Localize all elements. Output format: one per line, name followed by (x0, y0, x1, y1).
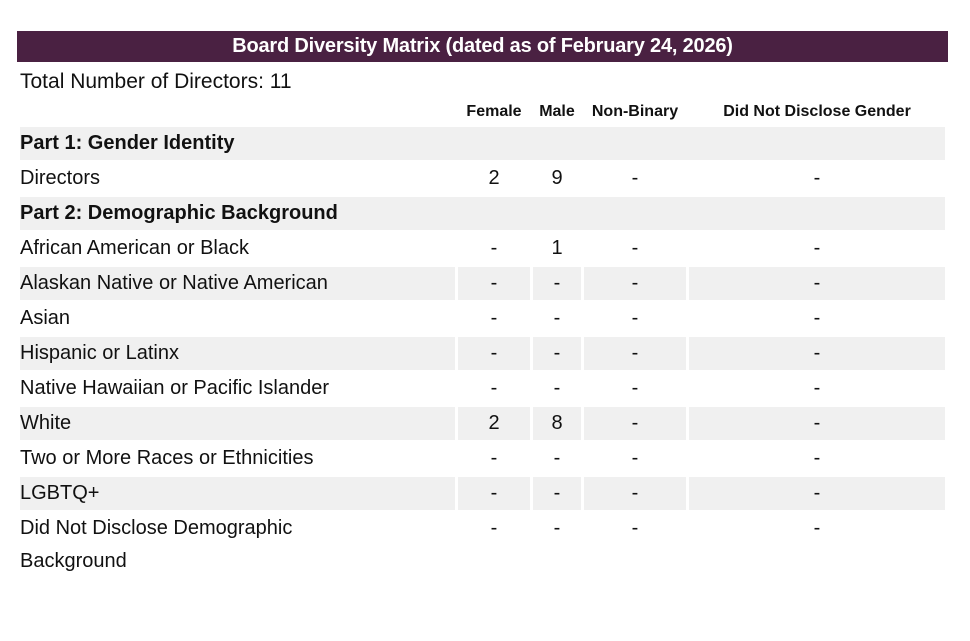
row-label-text: Two or More Races or Ethnicities (20, 447, 314, 469)
section-header-row: Part 2: Demographic Background (20, 197, 945, 230)
matrix-title-bar: Board Diversity Matrix (dated as of Febr… (17, 31, 948, 62)
row-label: Did Not Disclose Demographic Background (20, 512, 455, 578)
cell-value-did-not-disclose-gender: - (689, 337, 945, 370)
cell-value-male: - (533, 337, 581, 370)
cell-value-female: - (458, 267, 530, 300)
cell-value-female: - (490, 307, 498, 329)
cell-value-female: - (458, 337, 530, 370)
row-label-text: Directors (20, 167, 101, 189)
row-label: Two or More Races or Ethnicities (20, 442, 455, 475)
matrix-title: Board Diversity Matrix (dated as of Febr… (232, 35, 733, 57)
diversity-matrix-table: Female Male Non-Binary Did Not Disclose … (17, 97, 948, 580)
column-header-female: Female (466, 103, 522, 120)
row-label: Native Hawaiian or Pacific Islander (20, 372, 455, 405)
cell-value-non-binary: - (631, 237, 639, 259)
section-header-label: Part 2: Demographic Background (20, 197, 945, 230)
cell-value-did-not-disclose-gender: - (813, 237, 821, 259)
cell-value-did-not-disclose-gender: - (813, 447, 821, 469)
data-row: LGBTQ+ - - - - (20, 477, 945, 510)
cell-value-female: - (490, 237, 498, 259)
cell-value-female: - (490, 447, 498, 469)
data-row: Two or More Races or Ethnicities - - - - (20, 442, 945, 475)
cell-value-female: - (490, 517, 498, 539)
data-row: Did Not Disclose Demographic Background -… (20, 512, 945, 578)
column-header-did-not-disclose-gender: Did Not Disclose Gender (723, 103, 911, 120)
cell-value-non-binary: - (584, 407, 686, 440)
total-directors-line: Total Number of Directors: 11 (20, 70, 292, 93)
row-label: Hispanic or Latinx (20, 337, 455, 370)
cell-value-male: - (553, 377, 561, 399)
row-label-text: LGBTQ+ (20, 482, 100, 504)
column-header-non-binary: Non-Binary (591, 103, 679, 120)
row-label: White (20, 407, 455, 440)
data-row: Hispanic or Latinx - - - - (20, 337, 945, 370)
cell-value-non-binary: - (631, 517, 639, 539)
board-diversity-matrix-page: Board Diversity Matrix (dated as of Febr… (17, 31, 948, 580)
cell-value-did-not-disclose-gender: - (689, 407, 945, 440)
cell-value-male: - (553, 517, 561, 539)
cell-value-male: - (533, 267, 581, 300)
cell-value-male: - (553, 307, 561, 329)
cell-value-male: - (553, 447, 561, 469)
row-label-text: Native Hawaiian or Pacific Islander (20, 377, 330, 399)
data-row: Asian - - - - (20, 302, 945, 335)
cell-value-did-not-disclose-gender: - (813, 517, 821, 539)
row-label: African American or Black (20, 232, 455, 265)
row-label-text: Asian (20, 307, 71, 329)
cell-value-did-not-disclose-gender: - (689, 267, 945, 300)
section-header-label: Part 1: Gender Identity (20, 127, 945, 160)
cell-value-did-not-disclose-gender: - (813, 377, 821, 399)
section-header-row: Part 1: Gender Identity (20, 127, 945, 160)
cell-value-male: 8 (533, 407, 581, 440)
cell-value-female: - (458, 477, 530, 510)
cell-value-female: 2 (458, 407, 530, 440)
cell-value-non-binary: - (631, 377, 639, 399)
row-label-text: Alaskan Native or Native American (20, 272, 328, 294)
cell-value-non-binary: - (631, 447, 639, 469)
column-header-male: Male (539, 103, 575, 120)
data-row: Alaskan Native or Native American - - - - (20, 267, 945, 300)
cell-value-did-not-disclose-gender: - (813, 307, 821, 329)
row-label-text: Did Not Disclose Demographic Background (20, 517, 293, 572)
row-label: Directors (20, 162, 455, 195)
cell-value-non-binary: - (631, 167, 639, 189)
row-label-text: White (20, 412, 72, 434)
row-label-text: Hispanic or Latinx (20, 342, 179, 364)
cell-value-non-binary: - (584, 477, 686, 510)
data-row: African American or Black - 1 - - (20, 232, 945, 265)
cell-value-female: - (490, 377, 498, 399)
cell-value-did-not-disclose-gender: - (813, 167, 821, 189)
cell-value-male: 1 (551, 237, 563, 259)
data-row: Native Hawaiian or Pacific Islander - - - - (20, 372, 945, 405)
cell-value-female: 2 (488, 167, 500, 189)
column-header-row: Female Male Non-Binary Did Not Disclose … (20, 99, 945, 125)
cell-value-non-binary: - (584, 337, 686, 370)
cell-value-non-binary: - (631, 307, 639, 329)
cell-value-did-not-disclose-gender: - (689, 477, 945, 510)
cell-value-male: 9 (551, 167, 563, 189)
cell-value-non-binary: - (584, 267, 686, 300)
row-label-text: African American or Black (20, 237, 249, 259)
row-label: Asian (20, 302, 455, 335)
matrix-table-body: Part 1: Gender Identity Directors 2 9- - Part… (20, 127, 945, 578)
row-label: Alaskan Native or Native American (20, 267, 455, 300)
data-row: White 2 8- - (20, 407, 945, 440)
data-row: Directors 2 9 - - (20, 162, 945, 195)
row-label: LGBTQ+ (20, 477, 455, 510)
cell-value-male: - (533, 477, 581, 510)
row-label-column-header (20, 99, 455, 125)
